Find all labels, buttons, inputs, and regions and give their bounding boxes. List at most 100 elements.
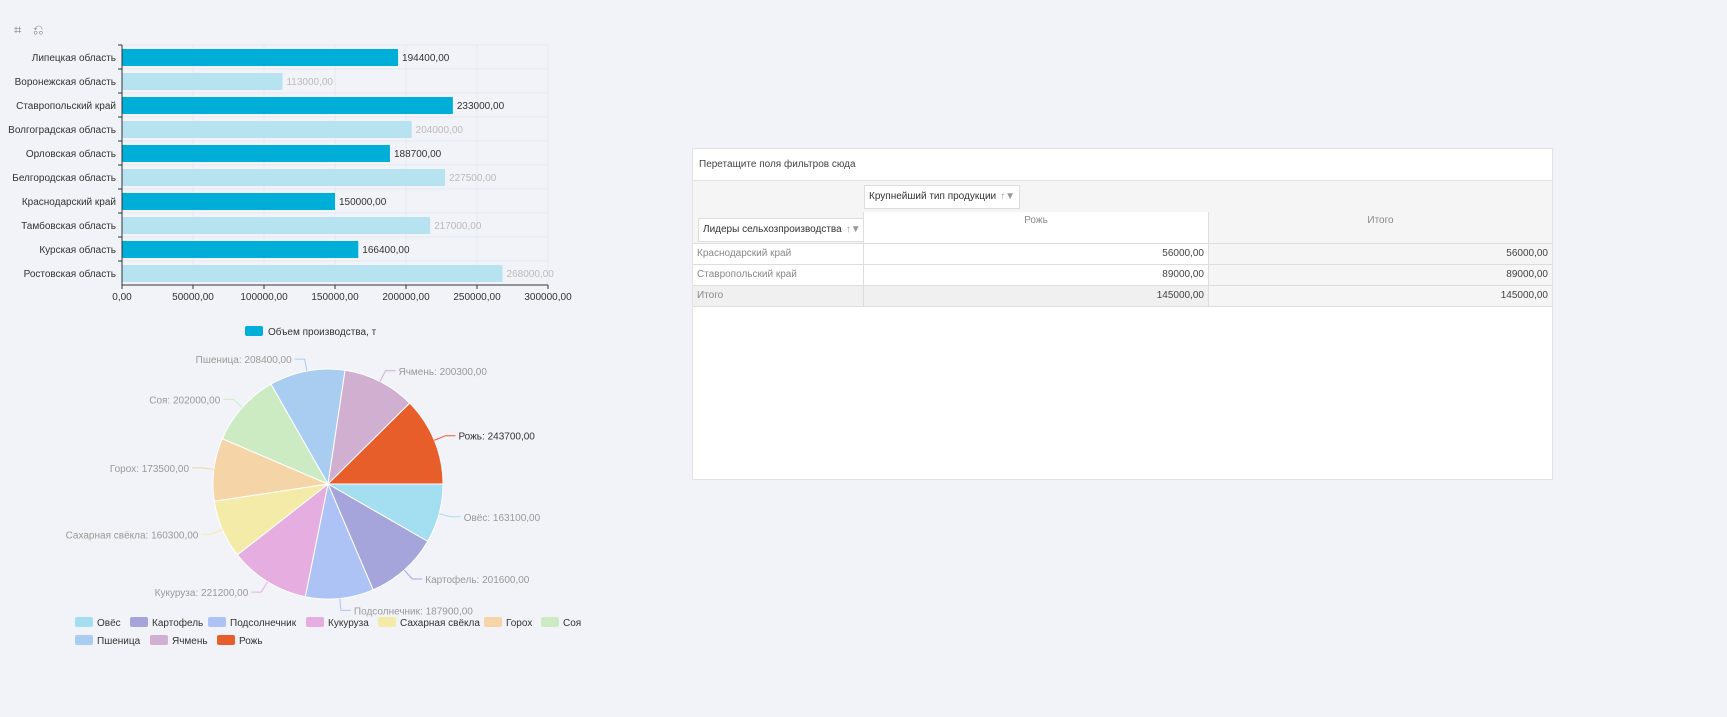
bar[interactable] [122,169,446,186]
pie-slice[interactable] [326,482,429,591]
pivot-grid: Перетащите поля фильтров сюда Крупнейший… [692,148,1553,480]
label-leader-line [251,581,269,593]
crop-icon[interactable]: ⌗ [14,22,22,37]
legend-label: Подсолнечник [230,618,297,629]
bar-value-label: 204000,00 [416,125,464,136]
bar[interactable] [122,217,431,234]
slice-label: Ячмень: 200300,00 [398,367,487,378]
bar[interactable] [122,73,283,90]
bar[interactable] [122,265,503,282]
table-row: Краснодарский край 56000,00 56000,00 [693,244,1552,265]
y-tick-label: Волгоградская область [8,124,116,136]
legend-swatch[interactable] [208,617,226,627]
label-leader-line [201,529,223,535]
bar-value-label: 217000,00 [434,221,482,232]
legend-label: Овёс [97,618,121,629]
legend-swatch[interactable] [75,635,93,645]
table-cell: 145000,00 [863,286,1208,306]
pie-slice[interactable] [221,383,330,486]
legend-swatch[interactable] [484,617,502,627]
table-cell: Краснодарский край [697,248,792,259]
bar[interactable] [122,193,335,210]
legend-label: Рожь [239,636,263,647]
label-leader-line [339,598,351,611]
slice-label: Подсолнечник: 187900,00 [354,606,473,617]
y-tick-label: Орловская область [26,148,116,160]
table-row: Итого 145000,00 145000,00 [693,286,1552,307]
legend-swatch[interactable] [217,635,235,645]
column-header: Итого [1208,212,1552,243]
x-tick-label: 200000,00 [382,292,430,303]
bar[interactable] [122,49,399,66]
legend-swatch[interactable] [75,617,93,627]
pie-chart: Овёс: 163100,00 Картофель: 201600,00 Подсо… [66,355,582,647]
bar[interactable] [122,145,390,162]
x-tick-label: 0,00 [112,292,132,303]
legend-swatch[interactable] [306,617,324,627]
table-row: Ставропольский край 89000,00 89000,00 [693,265,1552,286]
legend-label: Ячмень [172,636,208,647]
bar[interactable] [122,241,359,258]
label-leader-line [379,370,396,382]
y-tick-label: Тамбовская область [21,220,116,232]
sort-filter-icon[interactable]: ↑▼ [845,224,861,235]
label-leader-line [192,467,214,470]
table-cell: 89000,00 [863,265,1208,285]
y-tick-label: Белгородская область [12,172,116,184]
legend-swatch[interactable] [150,635,168,645]
undo-icon[interactable]: ⎌ [33,22,44,37]
label-leader-line [294,358,308,372]
slice-label: Пшеница: 208400,00 [196,355,292,366]
bar-value-label: 194400,00 [402,53,450,64]
column-field-label: Крупнейший тип продукции [869,191,997,202]
row-field-button[interactable]: Лидеры сельхозпроизводства ↑▼ [698,218,866,242]
legend-label: Горох [506,618,532,629]
legend-swatch[interactable] [378,617,396,627]
y-tick-label: Курская область [39,244,116,256]
filter-drop-area[interactable]: Перетащите поля фильтров сюда [693,149,1552,181]
x-tick-label: 50000,00 [172,292,214,303]
legend-label: Кукуруза [328,618,369,629]
bar[interactable] [122,121,412,138]
pie-slice[interactable] [327,369,411,486]
bar-value-label: 188700,00 [394,149,442,160]
label-leader-line [438,513,461,518]
bar-value-label: 268000,00 [507,269,555,280]
table-cell: 145000,00 [1208,286,1552,306]
label-leader-line [403,569,423,580]
row-field-label: Лидеры сельхозпроизводства [703,224,842,235]
x-tick-label: 100000,00 [240,292,288,303]
pie-slice[interactable] [270,368,346,486]
column-header: Рожь [863,212,1208,243]
bar-value-label: 233000,00 [457,101,505,112]
column-field-button[interactable]: Крупнейший тип продукции ↑▼ [864,185,1021,209]
slice-label: Сахарная свёкла: 160300,00 [66,530,199,541]
bar-chart: 0,00 50000,00 100000,00 150000,00 200000,00 2… [8,44,572,338]
y-tick-label: Ставропольский край [16,101,116,112]
table-cell: Итого [693,286,863,306]
slice-label: Соя: 202000,00 [149,395,220,406]
table-cell: 89000,00 [1208,265,1552,285]
y-tick-label: Краснодарский край [22,197,116,208]
legend-label: Пшеница [97,636,141,647]
table-cell: 56000,00 [863,244,1208,264]
bar[interactable] [122,97,453,114]
table-cell: 56000,00 [1208,244,1552,264]
table-cell: Ставропольский край [697,269,797,280]
label-leader-line [223,398,243,408]
legend-label: Объем производства, т [268,326,377,338]
sort-filter-icon[interactable]: ↑▼ [1000,191,1016,202]
slice-label: Кукуруза: 221200,00 [155,588,249,599]
x-tick-label: 150000,00 [311,292,359,303]
legend-label: Сахарная свёкла [400,618,480,629]
bar-value-label: 113000,00 [286,77,333,88]
bar-value-label: 227500,00 [449,173,497,184]
pie-slice[interactable] [326,402,444,485]
x-tick-label: 300000,00 [524,292,572,303]
x-tick-label: 250000,00 [453,292,501,303]
legend-swatch [245,326,263,336]
legend-label: Картофель [152,617,203,629]
legend-swatch[interactable] [130,617,148,627]
legend-label: Соя [563,618,581,629]
legend-swatch[interactable] [541,617,559,627]
